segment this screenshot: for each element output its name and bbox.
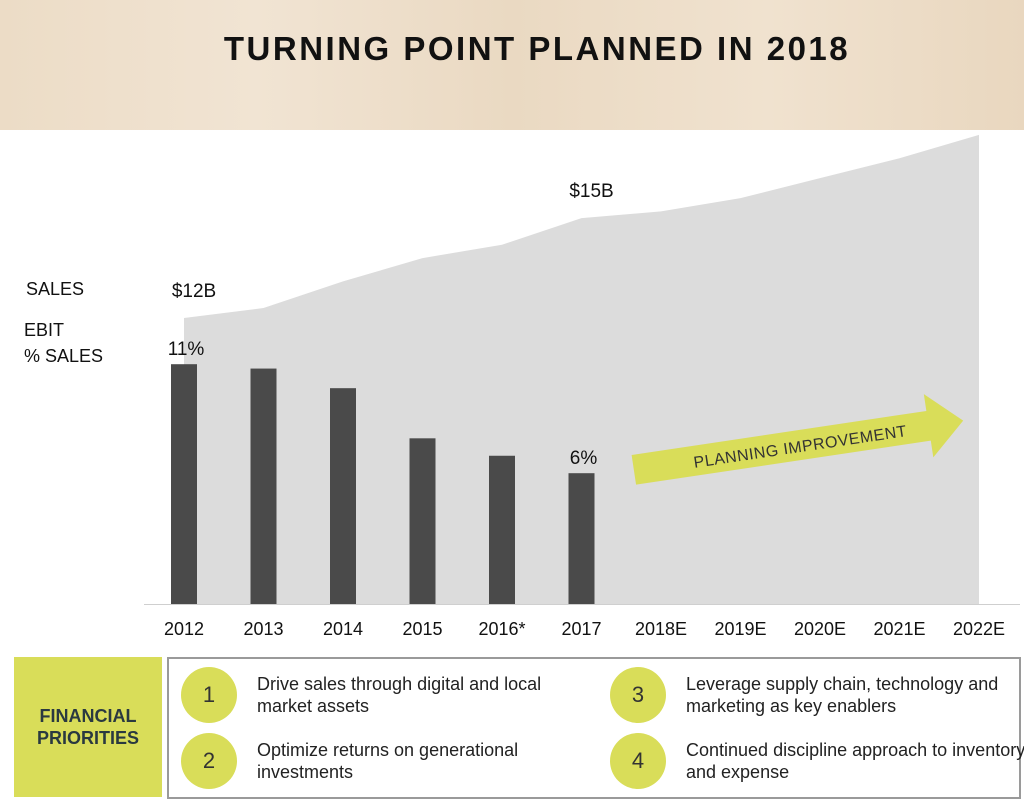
arrow-shape [631,394,964,485]
financial-priorities-label-box: FINANCIAL PRIORITIES [14,657,162,797]
ebit-bar-2017 [568,473,595,604]
x-tick-label: 2022E [953,619,1005,639]
priority-item-4: 4 Continued discipline approach to inven… [610,733,1024,789]
ebit-bar-2012 [171,364,197,604]
x-tick-label: 2013 [243,619,283,639]
priority-number-3: 3 [610,667,666,723]
priority-number-4: 4 [610,733,666,789]
priority-text-3: Leverage supply chain, technology and ma… [686,674,999,716]
priority-number-2: 2 [181,733,237,789]
x-tick-label: 2021E [873,619,925,639]
ebit-data-label: 6% [570,448,598,469]
ebit-data-label: 11% [168,339,205,360]
ebit-row-label-line2: % SALES [24,346,103,366]
ebit-bar-2015 [409,438,436,604]
x-tick-label: 2020E [794,619,846,639]
priority-text-2: Optimize returns on generational investm… [257,740,519,782]
sales-ebit-chart: 2012 2013 2014 2015 2016* 2017 2018E 2019E 2020E… [24,134,1020,639]
ebit-bar-2013 [250,368,277,604]
x-tick-label: 2012 [164,619,204,639]
financial-priorities-heading: FINANCIAL PRIORITIES [36,706,139,748]
priority-item-2: 2 Optimize returns on generational inves… [181,733,597,789]
header-banner: TURNING POINT PLANNED IN 2018 [0,0,1024,130]
priority-text-4: Continued discipline approach to invento… [686,740,1024,782]
x-tick-label: 2019E [714,619,766,639]
ebit-bar-2016 [489,455,515,604]
x-tick-label: 2018E [635,619,687,639]
ebit-bar-2014 [330,388,356,604]
sales-row-label: SALES [26,279,84,299]
priority-number-1: 1 [181,667,237,723]
sales-area [184,134,979,604]
x-tick-label: 2015 [402,619,442,639]
x-tick-label: 2017 [561,619,601,639]
x-tick-label: 2014 [323,619,363,639]
priorities-panel: 1 Drive sales through digital and local … [167,657,1024,799]
priority-item-3: 3 Leverage supply chain, technology and … [610,667,1024,723]
page-title: TURNING POINT PLANNED IN 2018 [223,30,851,67]
ebit-row-label: EBIT [24,320,64,340]
sales-data-label: $15B [569,181,613,202]
sales-data-label: $12B [172,281,216,302]
x-tick-label: 2016* [478,619,525,639]
priority-text-1: Drive sales through digital and local ma… [257,674,542,716]
priority-item-1: 1 Drive sales through digital and local … [181,667,597,723]
